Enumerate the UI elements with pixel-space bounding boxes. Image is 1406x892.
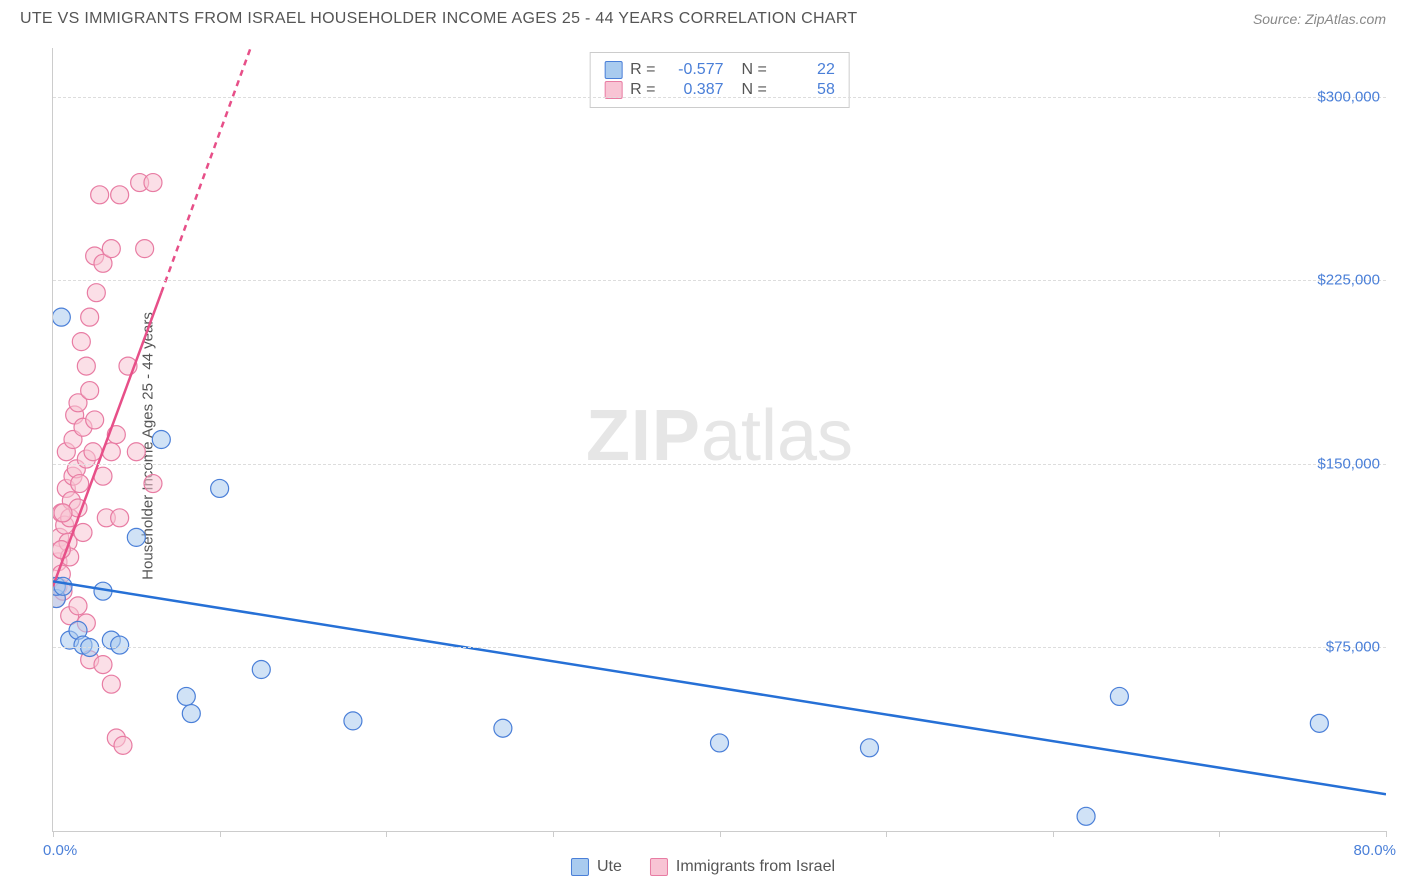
data-point — [494, 719, 512, 737]
x-tick-mark — [1386, 831, 1387, 837]
trend-line — [53, 581, 1386, 794]
data-point — [87, 284, 105, 302]
data-point — [111, 186, 129, 204]
data-point — [69, 597, 87, 615]
x-axis-max-label: 80.0% — [1353, 842, 1396, 859]
data-point — [71, 475, 89, 493]
gridline-h — [53, 280, 1386, 281]
y-tick-label: $225,000 — [1317, 272, 1380, 289]
series-legend: Ute Immigrants from Israel — [571, 858, 835, 876]
data-point — [54, 577, 72, 595]
data-point — [144, 475, 162, 493]
data-point — [152, 431, 170, 449]
swatch-ute — [604, 61, 622, 79]
data-point — [94, 656, 112, 674]
data-point — [81, 382, 99, 400]
trend-line — [161, 48, 286, 293]
scatter-plot-svg — [53, 48, 1386, 831]
data-point — [77, 357, 95, 375]
data-point — [1310, 714, 1328, 732]
x-tick-mark — [53, 831, 54, 837]
y-tick-label: $300,000 — [1317, 88, 1380, 105]
legend-row-ute: R = -0.577 N = 22 — [604, 61, 835, 79]
data-point — [102, 675, 120, 693]
data-point — [252, 661, 270, 679]
data-point — [344, 712, 362, 730]
legend-item-ute: Ute — [571, 858, 622, 876]
x-tick-mark — [553, 831, 554, 837]
legend-item-israel: Immigrants from Israel — [650, 858, 835, 876]
data-point — [111, 636, 129, 654]
gridline-h — [53, 97, 1386, 98]
data-point — [81, 308, 99, 326]
data-point — [102, 240, 120, 258]
x-tick-mark — [886, 831, 887, 837]
data-point — [211, 479, 229, 497]
x-tick-mark — [1219, 831, 1220, 837]
swatch-ute — [571, 858, 589, 876]
data-point — [91, 186, 109, 204]
r-label: R = — [630, 61, 655, 79]
gridline-h — [53, 647, 1386, 648]
data-point — [1110, 687, 1128, 705]
data-point — [860, 739, 878, 757]
x-tick-mark — [386, 831, 387, 837]
legend-label-israel: Immigrants from Israel — [676, 858, 835, 876]
correlation-legend: R = -0.577 N = 22 R = 0.387 N = 58 — [589, 52, 850, 108]
data-point — [182, 705, 200, 723]
n-label: N = — [742, 61, 767, 79]
x-axis-min-label: 0.0% — [43, 842, 77, 859]
x-tick-mark — [720, 831, 721, 837]
data-point — [54, 504, 72, 522]
swatch-israel — [650, 858, 668, 876]
y-tick-label: $75,000 — [1326, 639, 1380, 656]
data-point — [127, 443, 145, 461]
n-value-ute: 22 — [775, 61, 835, 79]
data-point — [74, 523, 92, 541]
data-point — [72, 333, 90, 351]
data-point — [53, 308, 70, 326]
data-point — [136, 240, 154, 258]
source-attribution: Source: ZipAtlas.com — [1253, 11, 1386, 27]
data-point — [114, 736, 132, 754]
x-tick-mark — [1053, 831, 1054, 837]
r-value-ute: -0.577 — [664, 61, 724, 79]
legend-label-ute: Ute — [597, 858, 622, 876]
data-point — [127, 528, 145, 546]
chart-plot-area: ZIPatlas R = -0.577 N = 22 R = 0.387 N =… — [52, 48, 1386, 832]
data-point — [177, 687, 195, 705]
data-point — [711, 734, 729, 752]
data-point — [144, 174, 162, 192]
chart-title: UTE VS IMMIGRANTS FROM ISRAEL HOUSEHOLDE… — [20, 10, 858, 28]
gridline-h — [53, 464, 1386, 465]
y-tick-label: $150,000 — [1317, 455, 1380, 472]
x-tick-mark — [220, 831, 221, 837]
data-point — [1077, 807, 1095, 825]
data-point — [86, 411, 104, 429]
chart-header: UTE VS IMMIGRANTS FROM ISRAEL HOUSEHOLDE… — [0, 0, 1406, 36]
data-point — [111, 509, 129, 527]
